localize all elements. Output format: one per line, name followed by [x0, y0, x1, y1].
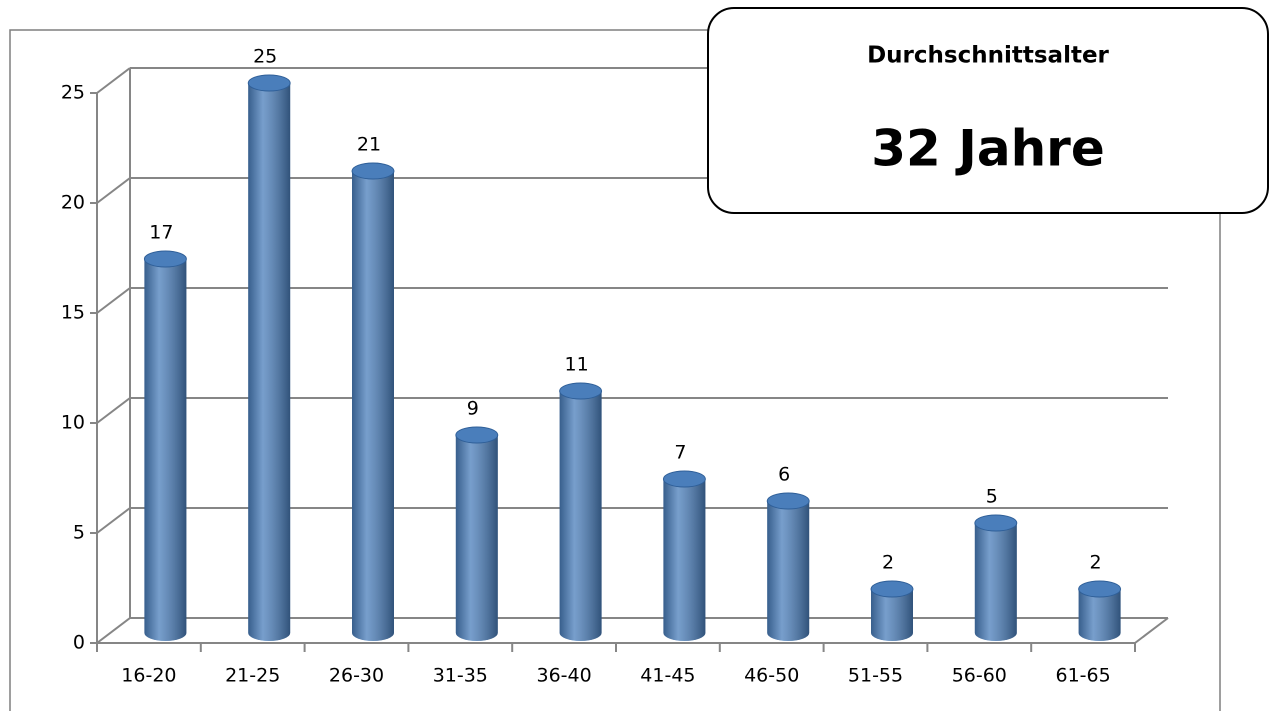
x-tick-label: 26-30 [329, 665, 384, 687]
bar-top [870, 580, 914, 598]
bar-shade [767, 501, 810, 641]
bar-shade [663, 479, 706, 641]
grid-line-side [96, 177, 131, 204]
y-tick-label: 25 [61, 82, 85, 104]
y-tick-label: 15 [61, 302, 85, 324]
bar-shade [455, 435, 498, 641]
x-tick-label: 21-25 [225, 665, 280, 687]
bar-top [455, 426, 499, 444]
y-tick-label: 0 [73, 632, 85, 654]
x-tick-label: 36-40 [536, 665, 591, 687]
data-label: 7 [674, 442, 686, 464]
x-tick-label: 16-20 [121, 665, 176, 687]
data-label: 2 [882, 552, 894, 574]
bar-top [351, 162, 395, 180]
bar-top [247, 74, 291, 92]
annotation-title: Durchschnittsalter [867, 43, 1109, 69]
grid-line-side [96, 287, 131, 314]
y-tick-label: 10 [61, 412, 85, 434]
annotation-value: 32 Jahre [871, 120, 1105, 178]
grid-line-side [96, 617, 131, 644]
bar-top [559, 382, 603, 400]
annotation-box [707, 7, 1269, 214]
grid-line-side [96, 67, 131, 94]
x-tick-label: 31-35 [433, 665, 488, 687]
bar-shade [144, 259, 187, 641]
floor-edge [1134, 617, 1169, 644]
chart-border [9, 29, 1221, 711]
bar-top [143, 250, 187, 268]
bar-shade [559, 391, 602, 641]
grid-line-side [96, 507, 131, 534]
data-label: 25 [253, 46, 277, 68]
data-label: 5 [986, 486, 998, 508]
data-label: 2 [1090, 552, 1102, 574]
bar-shade [871, 589, 913, 641]
bar-top [766, 492, 810, 510]
data-label: 9 [467, 398, 479, 420]
data-label: 17 [149, 222, 173, 244]
bar-shade [352, 171, 394, 641]
bar-shade [974, 523, 1017, 641]
data-label: 21 [357, 134, 381, 156]
plot-area: 051015202516-201721-252526-302131-35936-… [61, 46, 1169, 687]
bar-shade [1078, 589, 1121, 641]
x-tick-label: 46-50 [744, 665, 799, 687]
y-tick-label: 20 [61, 192, 85, 214]
bar-top [974, 514, 1018, 532]
y-tick-label: 5 [73, 522, 85, 544]
data-label: 6 [778, 464, 790, 486]
x-tick-label: 41-45 [640, 665, 695, 687]
bar-top [662, 470, 706, 488]
bar-shade [248, 83, 291, 641]
x-tick-label: 56-60 [952, 665, 1007, 687]
x-tick-label: 51-55 [848, 665, 903, 687]
bar-top [1078, 580, 1122, 598]
data-label: 11 [565, 354, 589, 376]
x-tick-label: 61-65 [1055, 665, 1110, 687]
grid-line-side [96, 397, 131, 424]
